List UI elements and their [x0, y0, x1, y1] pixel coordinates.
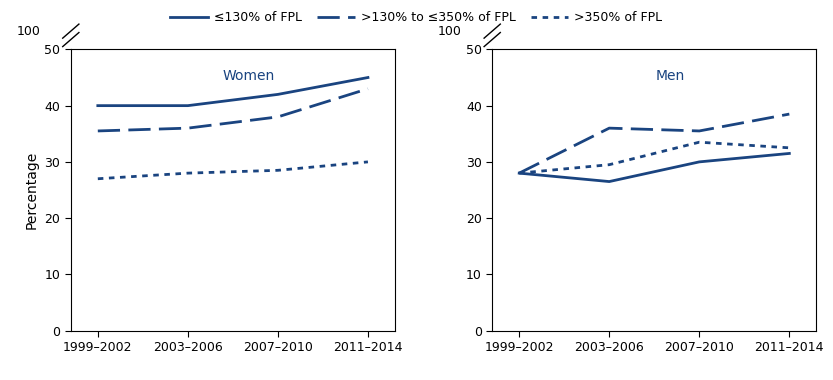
Text: 100: 100 — [438, 25, 462, 38]
Legend: ≤130% of FPL, >130% to ≤350% of FPL, >350% of FPL: ≤130% of FPL, >130% to ≤350% of FPL, >35… — [166, 6, 667, 29]
Text: Men: Men — [656, 69, 685, 83]
Text: 100: 100 — [17, 25, 41, 38]
Y-axis label: Percentage: Percentage — [25, 151, 39, 229]
Text: Women: Women — [223, 69, 275, 83]
